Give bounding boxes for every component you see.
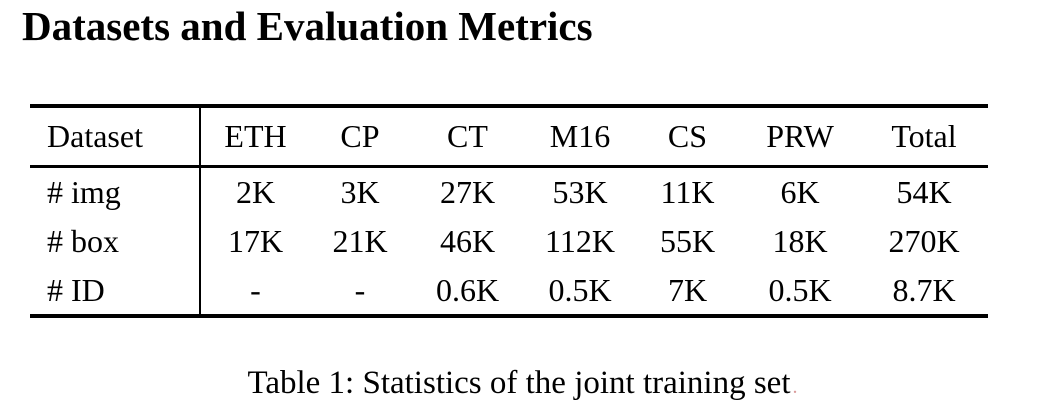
table-row-id: # ID - - 0.6K 0.5K 7K 0.5K 8.7K [30,266,988,316]
table-row-img: # img 2K 3K 27K 53K 11K 6K 54K [30,166,988,216]
table-cell: 18K [772,223,828,259]
joint-training-set-table: Dataset ETH CP CT M16 CS PRW Total # img… [30,104,988,318]
table-cell: 6K [780,173,820,210]
column-header-cp: CP [340,118,380,155]
table-cell: 0.6K [435,272,500,308]
table-cell: 2K [235,173,276,210]
column-header-prw: PRW [766,118,834,155]
table-cell: - [354,272,366,308]
table-cell: 17K [227,223,284,259]
row-label-img: # img [30,166,201,216]
column-header-ct: CT [447,118,488,155]
table-caption-text: Table 1: Statistics of the joint trainin… [247,365,791,401]
row-label-id: # ID [30,266,201,316]
section-heading: Datasets and Evaluation Metrics [22,3,593,49]
table-cell: 21K [332,223,388,259]
table-header-row: Dataset ETH CP CT M16 CS PRW Total [30,106,988,166]
table-cell: 11K [660,173,715,210]
table-cell: 3K [340,173,380,210]
table-cell: 0.5K [548,272,612,308]
table-cell: 53K [552,173,608,210]
table-row-box: # box 17K 21K 46K 112K 55K 18K 270K [30,216,988,266]
column-header-dataset: Dataset [30,106,201,166]
column-header-total: Total [891,118,957,155]
table-cell: 7K [667,272,708,308]
table-cell: 27K [439,173,496,210]
table-cell: 112K [545,223,615,259]
table-cell: 46K [439,223,496,259]
row-label-box: # box [30,216,201,266]
table-cell: 54K [896,173,952,210]
table-cell: 8.7K [892,272,956,308]
table-cell: 0.5K [768,272,832,308]
column-header-m16: M16 [549,118,611,155]
table-cell: - [250,272,261,308]
table-cell: 55K [659,223,716,259]
column-header-eth: ETH [224,118,287,155]
column-header-cs: CS [667,118,708,155]
caption-artifact-mark: . [792,376,798,398]
table-caption: Table 1: Statistics of the joint trainin… [0,362,1045,405]
table-cell: 270K [888,223,960,259]
